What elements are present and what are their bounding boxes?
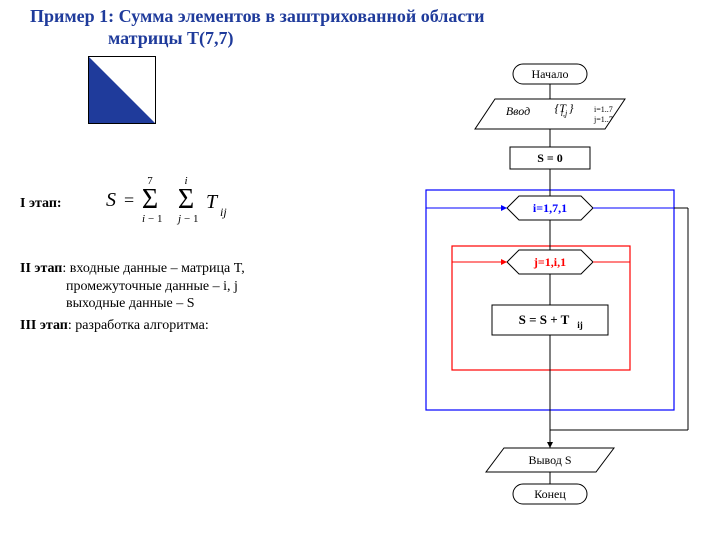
svg-text:T: T bbox=[206, 191, 219, 213]
svg-text:−: − bbox=[148, 213, 154, 225]
stage1-label-text: I этап: bbox=[20, 196, 62, 211]
svg-text:Конец: Конец bbox=[534, 487, 566, 501]
stage1-formula: S=Σ7i−1Σij−1Tij bbox=[100, 172, 290, 228]
svg-text:Σ: Σ bbox=[178, 184, 194, 215]
title-rest: : Сумма элементов в заштрихованной облас… bbox=[108, 6, 484, 26]
svg-text:i,j: i,j bbox=[561, 109, 568, 118]
svg-text:1: 1 bbox=[193, 213, 199, 225]
svg-text:j=1..7: j=1..7 bbox=[593, 115, 613, 124]
title-line1: Пример 1: Сумма элементов в заштрихованн… bbox=[30, 6, 485, 27]
svg-text:S = 0: S = 0 bbox=[537, 151, 563, 165]
stage3: III этап: разработка алгоритма: bbox=[20, 318, 209, 334]
stage3-label: III этап bbox=[20, 318, 68, 333]
stage2-l1: : входные данные – матрица T, bbox=[62, 261, 244, 276]
svg-text:i=1,7,1: i=1,7,1 bbox=[533, 201, 567, 215]
svg-text:i: i bbox=[184, 175, 187, 187]
stage1-label: I этап: bbox=[20, 196, 62, 212]
svg-text:i: i bbox=[142, 213, 145, 225]
stage2-l3: выходные данные – S bbox=[66, 296, 195, 311]
stage2: II этап: входные данные – матрица T, про… bbox=[20, 260, 245, 313]
svg-text:S = S + T: S = S + T bbox=[519, 312, 570, 327]
matrix-triangle bbox=[89, 57, 155, 123]
svg-text:7: 7 bbox=[147, 175, 153, 187]
title-prefix: Пример 1 bbox=[30, 6, 108, 26]
stage3-rest: : разработка алгоритма: bbox=[68, 318, 209, 333]
svg-text:Ввод: Ввод bbox=[506, 104, 530, 118]
svg-text:Σ: Σ bbox=[142, 184, 158, 215]
svg-text:ij: ij bbox=[577, 320, 583, 330]
stage2-label: II этап bbox=[20, 261, 62, 276]
svg-text:Вывод S: Вывод S bbox=[528, 453, 571, 467]
svg-text:−: − bbox=[184, 213, 190, 225]
svg-text:j=1,i,1: j=1,i,1 bbox=[533, 255, 566, 269]
stage2-l2: промежуточные данные – i, j bbox=[66, 279, 238, 294]
matrix-shaded-icon bbox=[88, 56, 156, 124]
svg-text:S: S bbox=[106, 189, 116, 211]
flowchart: НачалоВвод{T }i,ji=1..7j=1..7S = 0i=1,7,… bbox=[390, 62, 710, 532]
svg-text:j: j bbox=[176, 213, 181, 225]
svg-text:i=1..7: i=1..7 bbox=[594, 105, 613, 114]
title-line2: матрицы T(7,7) bbox=[108, 28, 234, 49]
svg-text:=: = bbox=[124, 190, 134, 210]
svg-text:1: 1 bbox=[157, 213, 163, 225]
svg-text:ij: ij bbox=[220, 205, 227, 219]
svg-text:Начало: Начало bbox=[532, 67, 569, 81]
